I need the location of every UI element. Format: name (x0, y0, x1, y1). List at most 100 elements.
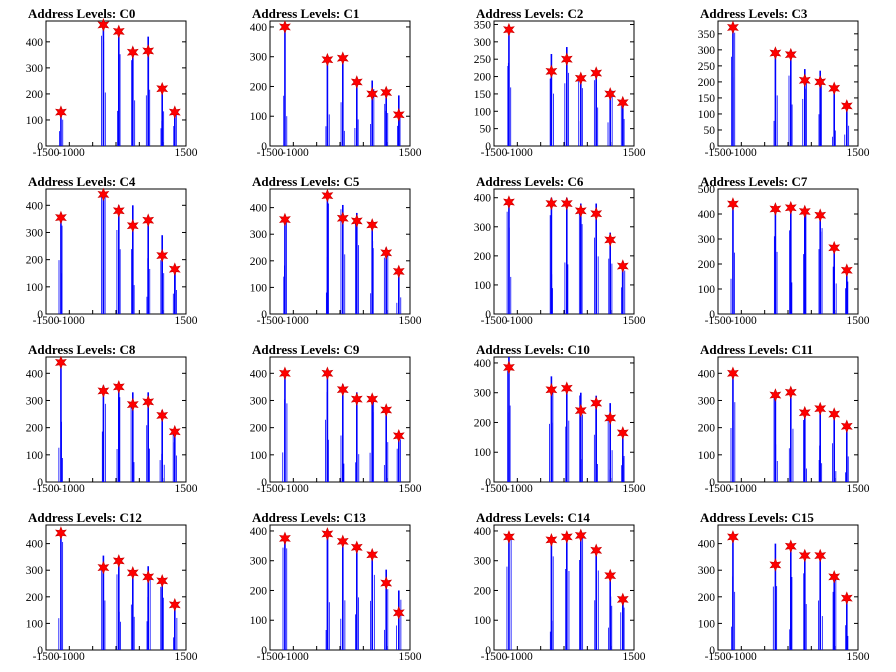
subplot-3: Address Levels: C3 0 50 100 150 200 250 300 350 -… (698, 6, 870, 159)
x-tick-label: 1500 (399, 651, 422, 663)
y-tick-label: 400 (26, 368, 44, 380)
peak-marker (814, 401, 827, 416)
y-tick-label: 300 (26, 395, 44, 407)
peak-marker (279, 531, 291, 546)
peak-marker (168, 105, 181, 119)
subplot-9: Address Levels: C9 0 100 200 300 400 -1500-100… (250, 342, 422, 495)
subplot-8: Address Levels: C8 0 100 200 300 400 -1500-100… (26, 342, 198, 495)
peak-marker (840, 263, 853, 278)
y-tick-label: 0 (261, 645, 267, 657)
peak-marker (616, 426, 629, 440)
subplot-12: Address Levels: C12 0 100 200 300 400 -1500-10… (26, 510, 198, 663)
peak-marker (828, 407, 841, 421)
peak-marker (784, 200, 797, 215)
peak-marker (112, 554, 125, 568)
peak-marker (503, 530, 515, 544)
peak-marker (97, 560, 110, 575)
y-tick-label: 200 (26, 423, 44, 435)
x-tick-label: -1500 (481, 315, 508, 327)
peak-marker (279, 20, 291, 34)
peak-marker (604, 411, 617, 425)
y-tick-label: 100 (26, 450, 44, 462)
y-tick-label: 400 (698, 539, 716, 551)
y-tick-label: 300 (26, 63, 44, 75)
y-tick-label: 300 (474, 37, 492, 49)
y-tick-label: 300 (474, 388, 492, 400)
subplot-5: Address Levels: C5 0 100 200 300 400 -1500-100… (250, 174, 422, 327)
peak-marker (168, 262, 181, 276)
subplot-title: Address Levels: C5 (252, 174, 360, 189)
y-tick-label: 400 (250, 22, 268, 34)
peak-marker (545, 533, 558, 547)
y-tick-label: 300 (474, 222, 492, 234)
peak-marker (366, 87, 379, 101)
peak-marker (769, 46, 782, 60)
subplot-14: Address Levels: C14 0 100 200 300 400 -1500-10… (474, 510, 646, 663)
subplot-title: Address Levels: C1 (252, 6, 359, 21)
peak-marker (545, 64, 558, 79)
y-tick-label: 400 (474, 193, 492, 205)
peak-marker (560, 52, 573, 67)
y-tick-label: 100 (698, 450, 716, 462)
x-tick-label: -1500 (705, 651, 732, 663)
peak-marker (590, 396, 603, 410)
plot-frame (269, 20, 411, 147)
x-tick-label: -1000 (282, 483, 309, 495)
subplot-15: Address Levels: C15 0 100 200 300 400 -1500-10… (698, 510, 870, 663)
peak-marker (336, 534, 349, 549)
x-tick-label: -1000 (506, 483, 533, 495)
x-tick-label: -1500 (705, 483, 732, 495)
y-tick-label: 50 (480, 124, 492, 136)
peak-marker (769, 202, 782, 216)
peak-marker (350, 540, 363, 555)
peak-marker (97, 384, 110, 398)
peak-marker (798, 73, 811, 88)
y-tick-label: 400 (250, 526, 268, 538)
y-tick-label: 200 (26, 255, 44, 267)
peak-marker (828, 240, 841, 255)
peak-marker (503, 360, 515, 375)
peak-marker (616, 95, 629, 110)
x-tick-label: -1000 (730, 483, 757, 495)
y-tick-label: 100 (474, 106, 492, 118)
peak-marker (279, 212, 291, 227)
x-tick-label: -1500 (257, 147, 284, 159)
x-tick-label: -1500 (33, 315, 60, 327)
y-tick-label: 0 (485, 309, 491, 321)
peak-marker (126, 397, 139, 412)
x-tick-label: -1000 (282, 651, 309, 663)
peak-marker (366, 392, 379, 406)
peak-marker (798, 405, 811, 420)
y-tick-label: 200 (698, 77, 716, 89)
x-tick-label: 1500 (175, 483, 198, 495)
y-tick-label: 200 (474, 417, 492, 429)
peak-marker (574, 203, 587, 218)
peak-marker (784, 47, 797, 62)
plot-frame (717, 20, 859, 147)
peak-marker (366, 218, 379, 232)
peak-marker (55, 526, 67, 540)
peak-marker (142, 44, 155, 58)
x-tick-label: 1500 (847, 147, 870, 159)
y-tick-label: 0 (261, 477, 267, 489)
peak-marker (840, 99, 853, 113)
y-tick-label: 400 (26, 200, 44, 212)
subplot-title: Address Levels: C7 (700, 174, 808, 189)
peak-marker (392, 605, 405, 620)
y-tick-label: 300 (698, 395, 716, 407)
peak-marker (336, 211, 349, 226)
y-tick-label: 200 (250, 81, 268, 93)
y-tick-label: 100 (250, 111, 268, 123)
x-tick-label: -1500 (705, 315, 732, 327)
peak-marker (321, 527, 334, 541)
peak-marker (55, 355, 67, 370)
y-tick-label: 400 (474, 358, 492, 370)
peak-marker (574, 528, 587, 543)
subplot-10: Address Levels: C10 0 100 200 300 400 -1500-10… (474, 342, 646, 495)
subplot-title: Address Levels: C13 (252, 510, 366, 525)
subplot-11: Address Levels: C11 0 100 200 300 400 -1500-10… (698, 342, 870, 495)
peak-marker (350, 392, 363, 406)
peak-marker (560, 381, 573, 396)
subplot-title: Address Levels: C8 (28, 342, 136, 357)
